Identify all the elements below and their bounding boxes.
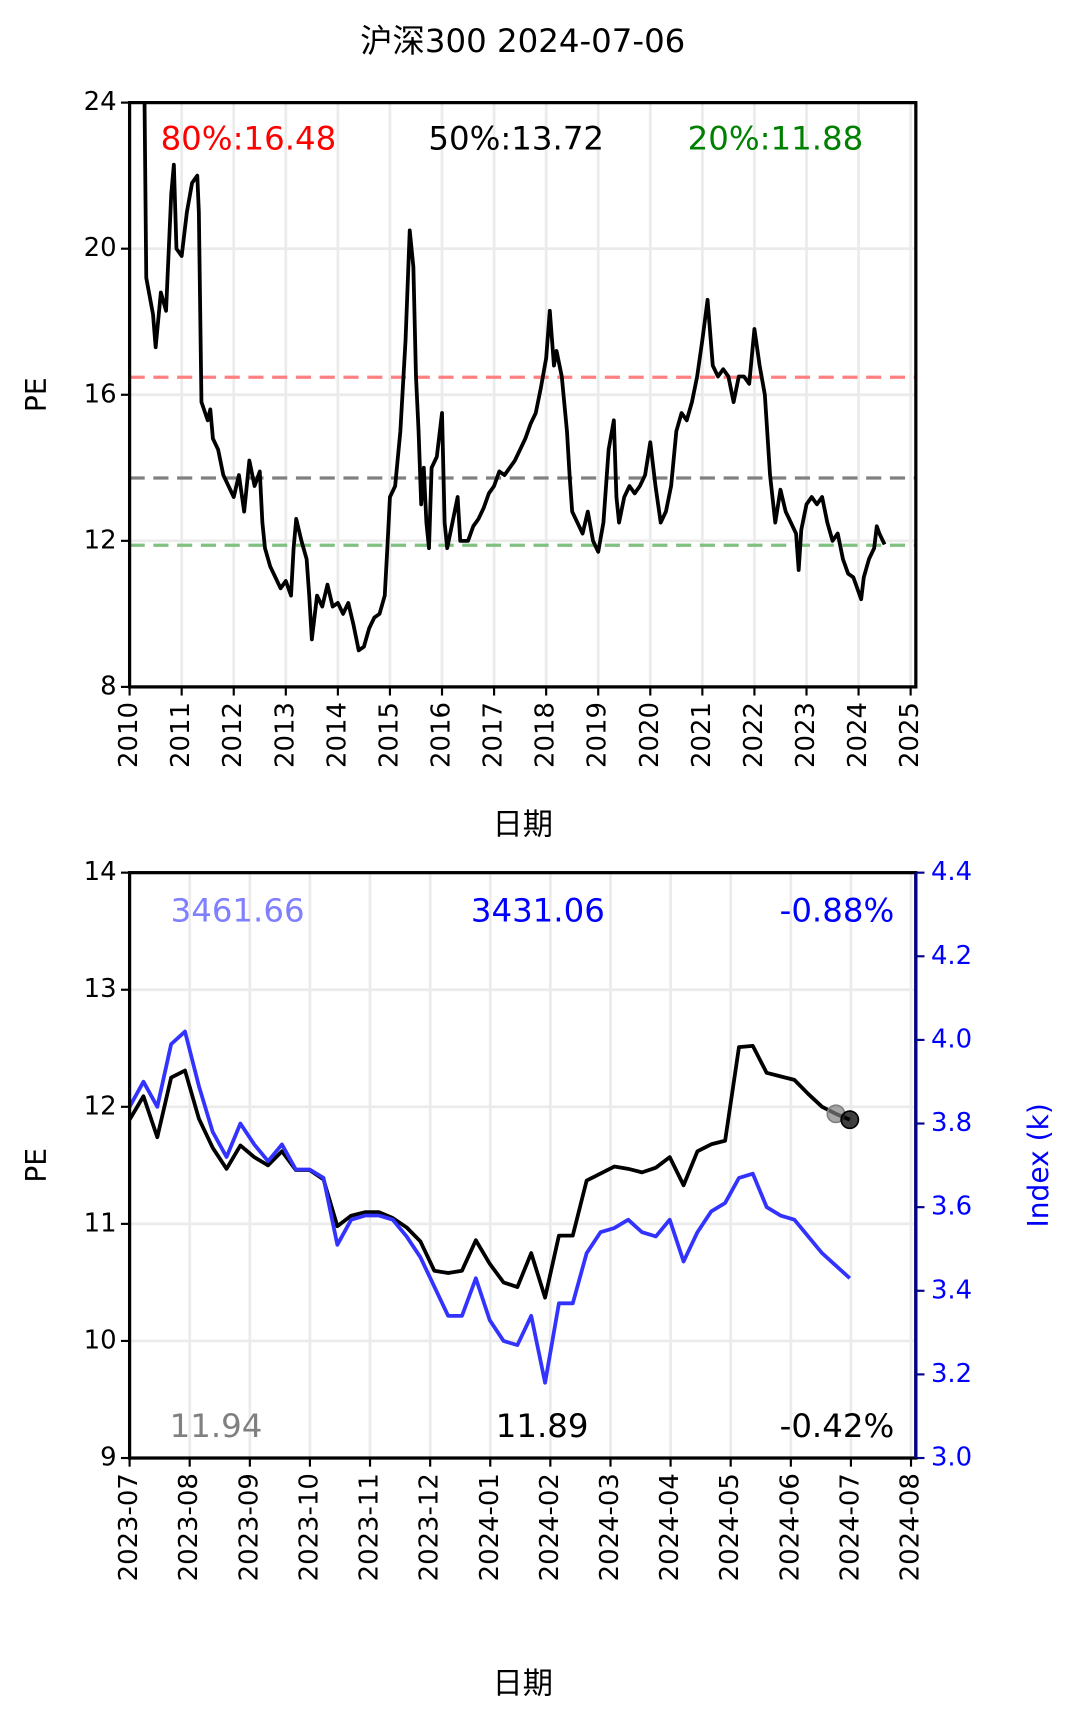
x-tick-label: 2012: [218, 702, 248, 768]
annotation: 11.94: [170, 1407, 263, 1445]
x-tick-label: 2013: [270, 702, 300, 768]
plot-frame: [127, 871, 918, 1460]
x-tick-label: 2024-04: [655, 1473, 685, 1581]
data-line: [129, 1029, 852, 1385]
y-tick-label: 12: [84, 1091, 117, 1121]
x-tick-label: 2023: [791, 702, 821, 768]
x-axis-label: 日期: [492, 808, 552, 843]
x-tick-label: 2023-12: [415, 1473, 445, 1581]
x-tick-label: 2016: [427, 702, 457, 768]
y2-tick-label: 3.2: [931, 1359, 972, 1389]
y-tick-label: 16: [84, 379, 117, 409]
y-tick-label: 9: [100, 1443, 116, 1473]
x-tick-label: 2017: [479, 702, 509, 768]
y-tick-label: 8: [100, 671, 116, 701]
y2-tick-label: 4.2: [931, 941, 972, 971]
y-tick-label: 14: [84, 857, 117, 887]
plot-frame: [127, 100, 918, 689]
chart-title: 沪深300 2024-07-06: [360, 22, 685, 60]
x-tick-label: 2024-05: [715, 1473, 745, 1581]
annotation: -0.88%: [780, 892, 895, 930]
y-tick-label: 11: [84, 1208, 117, 1238]
y2-tick-label: 4.4: [931, 857, 972, 887]
y-tick-label: 20: [84, 233, 117, 263]
annotation: 3431.06: [471, 892, 605, 930]
y2-tick-label: 4.0: [931, 1024, 972, 1054]
data-line: [142, 102, 887, 653]
x-tick-label: 2024-03: [595, 1473, 625, 1581]
annotation: 3461.66: [171, 892, 305, 930]
x-tick-label: 2020: [635, 702, 665, 768]
x-tick-label: 2024-01: [475, 1473, 505, 1581]
x-tick-label: 2022: [739, 702, 769, 768]
y2-tick-label: 3.0: [931, 1443, 972, 1473]
x-tick-label: 2024-06: [775, 1473, 805, 1581]
reference-label: 50%:13.72: [428, 119, 604, 157]
y2-tick-label: 3.6: [931, 1192, 972, 1222]
y-tick-label: 10: [84, 1325, 117, 1355]
y-axis-label: PE: [20, 1148, 53, 1183]
reference-label: 20%:11.88: [688, 119, 864, 157]
y-tick-label: 12: [84, 525, 117, 555]
x-tick-label: 2024-08: [896, 1473, 926, 1581]
highlight-marker: [840, 1110, 860, 1130]
data-line: [129, 1044, 851, 1300]
x-tick-label: 2024: [843, 702, 873, 768]
y2-tick-label: 3.4: [931, 1275, 972, 1305]
y2-tick-label: 3.8: [931, 1108, 972, 1138]
x-tick-label: 2023-07: [114, 1473, 144, 1581]
x-tick-label: 2015: [374, 702, 404, 768]
x-tick-label: 2025: [895, 702, 925, 768]
x-tick-label: 2023-09: [234, 1473, 264, 1581]
annotation: -0.42%: [780, 1407, 895, 1445]
x-tick-label: 2018: [531, 702, 561, 768]
x-axis-label: 日期: [492, 1666, 552, 1701]
y-tick-label: 24: [84, 87, 117, 117]
x-tick-label: 2010: [114, 702, 144, 768]
x-tick-label: 2011: [166, 702, 196, 768]
x-tick-label: 2023-11: [355, 1473, 385, 1581]
y2-axis-label: Index (k): [1022, 1103, 1055, 1227]
reference-label: 80%:16.48: [161, 119, 337, 157]
x-tick-label: 2019: [583, 702, 613, 768]
y-tick-label: 13: [84, 974, 117, 1004]
x-tick-label: 2023-10: [294, 1473, 324, 1581]
x-tick-label: 2024-07: [835, 1473, 865, 1581]
x-tick-label: 2023-08: [174, 1473, 204, 1581]
x-tick-label: 2014: [322, 702, 352, 768]
x-tick-label: 2024-02: [535, 1473, 565, 1581]
annotation: 11.89: [496, 1407, 589, 1445]
x-tick-label: 2021: [687, 702, 717, 768]
y-axis-label: PE: [20, 377, 53, 412]
